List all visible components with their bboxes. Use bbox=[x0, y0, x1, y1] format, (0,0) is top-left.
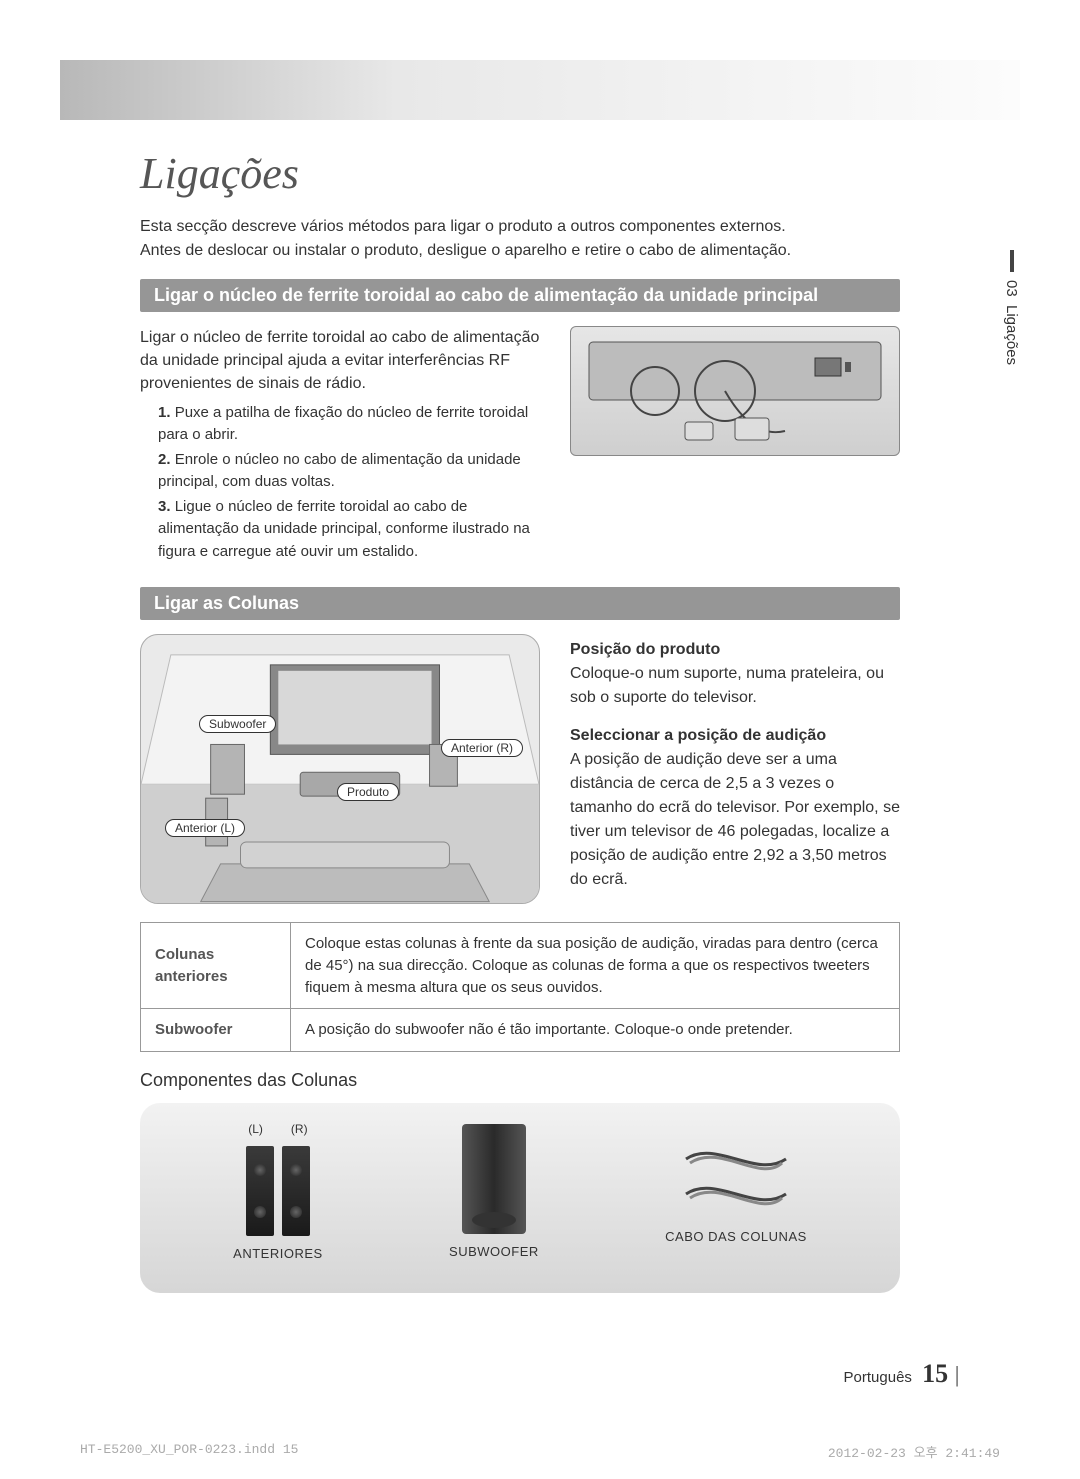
ferrite-step-3: Ligue o núcleo de ferrite toroidal ao ca… bbox=[158, 498, 530, 560]
print-file: HT-E5200_XU_POR-0223.indd 15 bbox=[80, 1442, 298, 1461]
table-label-1: Subwoofer bbox=[141, 1009, 291, 1052]
comp-left-r: (R) bbox=[291, 1122, 308, 1136]
cable-icon bbox=[676, 1139, 796, 1219]
mini-speaker-r bbox=[282, 1146, 310, 1236]
table-row: Subwoofer A posição do subwoofer não é t… bbox=[141, 1009, 900, 1052]
components-panel: (L) (R) ANTERIORES SUBWOOFER bbox=[140, 1103, 900, 1293]
mini-speaker-l bbox=[246, 1146, 274, 1236]
comp-sub-label: SUBWOOFER bbox=[449, 1244, 539, 1259]
intro-line-1: Esta secção descreve vários métodos para… bbox=[140, 218, 786, 235]
comp-front-label: ANTERIORES bbox=[233, 1246, 323, 1261]
ferrite-diagram bbox=[570, 326, 900, 456]
footer-lang: Português 15 | bbox=[844, 1359, 960, 1389]
aud-text: A posição de audição deve ser a uma dist… bbox=[570, 751, 900, 888]
section-header-speakers: Ligar as Colunas bbox=[140, 587, 900, 620]
table-text-0: Coloque estas colunas à frente da sua po… bbox=[291, 923, 900, 1009]
ferrite-para: Ligar o núcleo de ferrite toroidal ao ca… bbox=[140, 326, 540, 396]
table-label-0: Colunas anteriores bbox=[141, 923, 291, 1009]
comp-front-speakers: (L) (R) ANTERIORES bbox=[233, 1122, 323, 1261]
mini-sub-icon bbox=[462, 1124, 526, 1234]
footer-lang-text: Português bbox=[844, 1369, 912, 1386]
print-footer: HT-E5200_XU_POR-0223.indd 15 2012-02-23 … bbox=[80, 1442, 1000, 1461]
speaker-table: Colunas anteriores Coloque estas colunas… bbox=[140, 922, 900, 1052]
ferrite-step-2: Enrole o núcleo no cabo de alimentação d… bbox=[158, 451, 521, 491]
label-front-l: Anterior (L) bbox=[165, 819, 245, 837]
label-product: Produto bbox=[337, 783, 399, 801]
ferrite-step-1: Puxe a patilha de fixação do núcleo de f… bbox=[158, 404, 528, 444]
print-date: 2012-02-23 오후 2:41:49 bbox=[828, 1442, 1000, 1461]
pos-text: Coloque-o num suporte, numa prateleira, … bbox=[570, 665, 884, 706]
intro-line-2: Antes de deslocar ou instalar o produto,… bbox=[140, 242, 791, 259]
comp-left-l: (L) bbox=[248, 1122, 263, 1136]
comp-cables: CABO DAS COLUNAS bbox=[665, 1139, 807, 1244]
aud-title: Seleccionar a posição de audição bbox=[570, 724, 900, 748]
label-subwoofer: Subwoofer bbox=[199, 715, 276, 733]
page-title: Ligações bbox=[140, 148, 1020, 199]
components-title: Componentes das Colunas bbox=[140, 1070, 1020, 1091]
comp-cable-label: CABO DAS COLUNAS bbox=[665, 1229, 807, 1244]
table-row: Colunas anteriores Coloque estas colunas… bbox=[141, 923, 900, 1009]
pos-title: Posição do produto bbox=[570, 638, 900, 662]
room-diagram: Subwoofer Anterior (R) Produto Anterior … bbox=[140, 634, 540, 904]
label-front-r: Anterior (R) bbox=[441, 739, 523, 757]
footer-page-number: 15 bbox=[922, 1359, 948, 1388]
table-text-1: A posição do subwoofer não é tão importa… bbox=[291, 1009, 900, 1052]
ferrite-steps: 1. Puxe a patilha de fixação do núcleo d… bbox=[140, 402, 540, 564]
comp-subwoofer: SUBWOOFER bbox=[449, 1124, 539, 1259]
section-header-ferrite: Ligar o núcleo de ferrite toroidal ao ca… bbox=[140, 279, 900, 312]
